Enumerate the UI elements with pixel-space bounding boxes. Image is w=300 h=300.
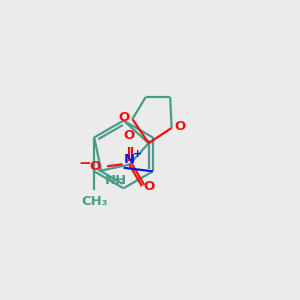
Text: O: O [119, 111, 130, 124]
Text: +: + [133, 149, 142, 159]
Text: O: O [123, 129, 135, 142]
Text: O: O [144, 180, 155, 193]
Text: O: O [174, 120, 185, 133]
Text: NH: NH [105, 174, 127, 187]
Text: N: N [123, 153, 134, 166]
Text: CH₃: CH₃ [81, 195, 107, 208]
Text: O: O [89, 160, 100, 173]
Text: −: − [78, 156, 91, 171]
